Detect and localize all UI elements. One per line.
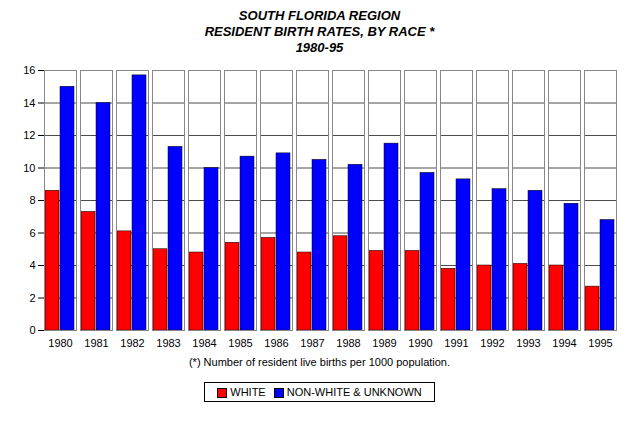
html-text:(*) Number of resident live bi: (*) Number of resident live births per 1… bbox=[189, 356, 450, 368]
html-text:WHITE: WHITE bbox=[230, 386, 266, 398]
svg-text:16: 16 bbox=[23, 64, 35, 76]
svg-text:1995: 1995 bbox=[588, 337, 612, 349]
svg-text:14: 14 bbox=[23, 97, 35, 109]
svg-text:1991: 1991 bbox=[444, 337, 468, 349]
svg-text:1984: 1984 bbox=[192, 337, 216, 349]
svg-text:6: 6 bbox=[29, 227, 35, 239]
svg-text:1985: 1985 bbox=[228, 337, 252, 349]
svg-text:1987: 1987 bbox=[300, 337, 324, 349]
svg-text:8: 8 bbox=[29, 194, 35, 206]
svg-text:1989: 1989 bbox=[372, 337, 396, 349]
svg-text:0: 0 bbox=[29, 324, 35, 336]
svg-text:1981: 1981 bbox=[84, 337, 108, 349]
svg-text:1992: 1992 bbox=[480, 337, 504, 349]
html-text:SOUTH FLORIDA REGION RESIDENT: SOUTH FLORIDA REGION RESIDENT BIRTH RATE… bbox=[204, 8, 435, 55]
svg-text:1990: 1990 bbox=[408, 337, 432, 349]
svg-text:10: 10 bbox=[23, 162, 35, 174]
svg-text:1986: 1986 bbox=[264, 337, 288, 349]
svg-text:12: 12 bbox=[23, 129, 35, 141]
svg-text:1982: 1982 bbox=[120, 337, 144, 349]
svg-text:1993: 1993 bbox=[516, 337, 540, 349]
svg-text:1980: 1980 bbox=[48, 337, 72, 349]
svg-text:1983: 1983 bbox=[156, 337, 180, 349]
html-text:NON-WHITE & UNKNOWN: NON-WHITE & UNKNOWN bbox=[286, 386, 422, 398]
svg-text:1994: 1994 bbox=[552, 337, 576, 349]
svg-text:1988: 1988 bbox=[336, 337, 360, 349]
svg-text:4: 4 bbox=[29, 259, 35, 271]
svg-text:2: 2 bbox=[29, 292, 35, 304]
